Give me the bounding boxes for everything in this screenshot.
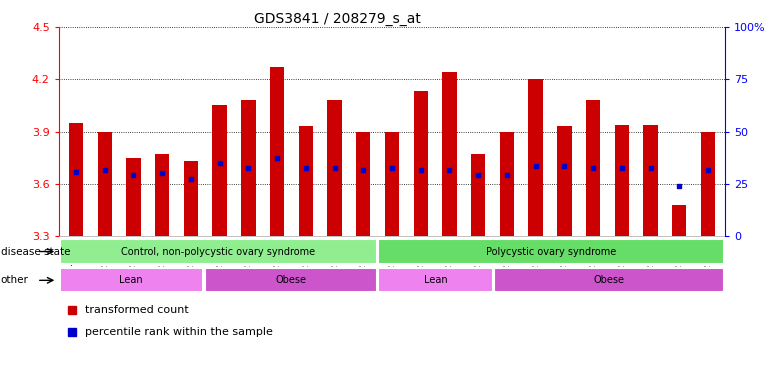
Bar xyxy=(356,131,371,236)
Text: Lean: Lean xyxy=(423,275,448,285)
Text: Polycystic ovary syndrome: Polycystic ovary syndrome xyxy=(486,247,616,257)
Bar xyxy=(615,124,629,236)
Bar xyxy=(97,131,112,236)
Bar xyxy=(299,126,313,236)
Bar xyxy=(212,105,227,236)
Bar xyxy=(126,158,140,236)
Bar xyxy=(60,240,376,264)
Bar xyxy=(557,126,572,236)
Bar xyxy=(644,124,658,236)
Bar xyxy=(183,161,198,236)
Bar xyxy=(672,205,687,236)
Text: Control, non-polycystic ovary syndrome: Control, non-polycystic ovary syndrome xyxy=(121,247,315,257)
Text: transformed count: transformed count xyxy=(85,305,189,314)
Bar xyxy=(270,67,285,236)
Text: GDS3841 / 208279_s_at: GDS3841 / 208279_s_at xyxy=(254,12,420,25)
Bar xyxy=(499,131,514,236)
Bar xyxy=(413,91,428,236)
Bar xyxy=(205,268,376,293)
Bar xyxy=(379,240,724,264)
Text: percentile rank within the sample: percentile rank within the sample xyxy=(85,327,274,337)
Text: Obese: Obese xyxy=(593,275,625,285)
Text: Lean: Lean xyxy=(119,275,143,285)
Bar xyxy=(586,100,601,236)
Bar xyxy=(471,154,485,236)
Text: Obese: Obese xyxy=(275,275,306,285)
Bar xyxy=(60,268,203,293)
Bar xyxy=(442,72,456,236)
Bar xyxy=(379,268,492,293)
Bar xyxy=(328,100,342,236)
Bar xyxy=(701,131,715,236)
Bar xyxy=(241,100,256,236)
Text: disease state: disease state xyxy=(1,247,71,257)
Bar xyxy=(155,154,169,236)
Bar xyxy=(385,131,399,236)
Bar xyxy=(494,268,724,293)
Text: other: other xyxy=(1,275,29,285)
Bar xyxy=(69,123,83,236)
Bar xyxy=(528,79,543,236)
